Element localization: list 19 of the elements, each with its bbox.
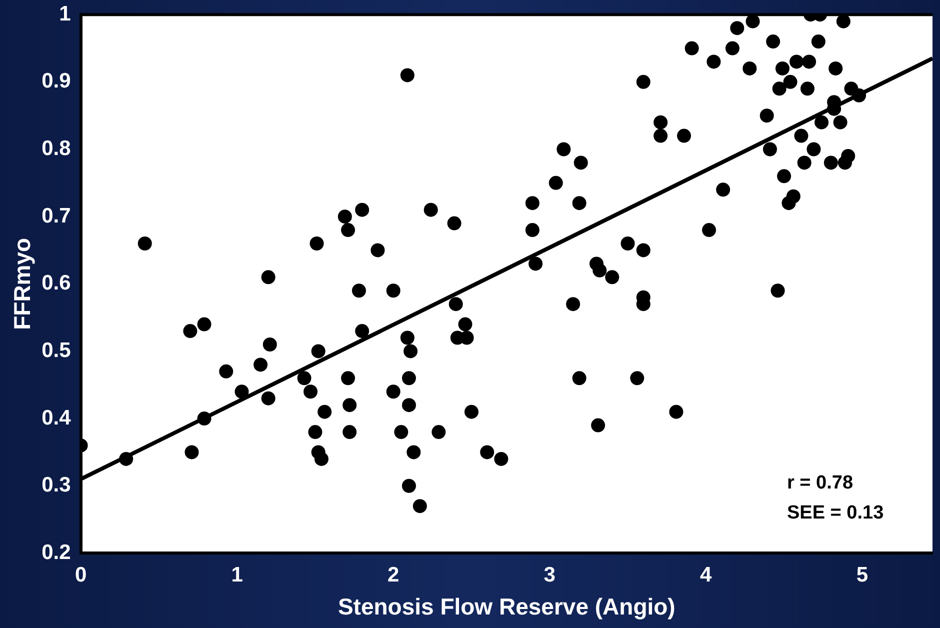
- x-tick-label: 2: [388, 564, 400, 587]
- x-tick-label: 0: [74, 564, 87, 587]
- y-tick-label: 0.8: [42, 137, 72, 160]
- y-tick-label: 0.5: [42, 339, 72, 362]
- y-tick-label: 0.6: [42, 272, 71, 295]
- y-tick-label: 0.7: [42, 204, 71, 228]
- x-tick-label: 4: [700, 564, 712, 587]
- x-tick-label: 5: [856, 564, 868, 587]
- x-tick-label: 3: [544, 564, 556, 587]
- y-tick-label: 0.3: [42, 474, 71, 497]
- annotation: SEE = 0.13: [787, 502, 884, 524]
- y-tick-label: 0.4: [42, 406, 72, 430]
- y-tick-label: 1: [59, 2, 72, 26]
- y-tick-label: 0.9: [42, 70, 71, 93]
- x-tick-label: 1: [231, 564, 244, 587]
- x-axis-title: Stenosis Flow Reserve (Angio): [338, 594, 676, 620]
- y-tick-label: 0.2: [42, 540, 71, 564]
- y-axis-title: FFRmyo: [9, 238, 36, 330]
- annotation: r = 0.78: [787, 472, 854, 494]
